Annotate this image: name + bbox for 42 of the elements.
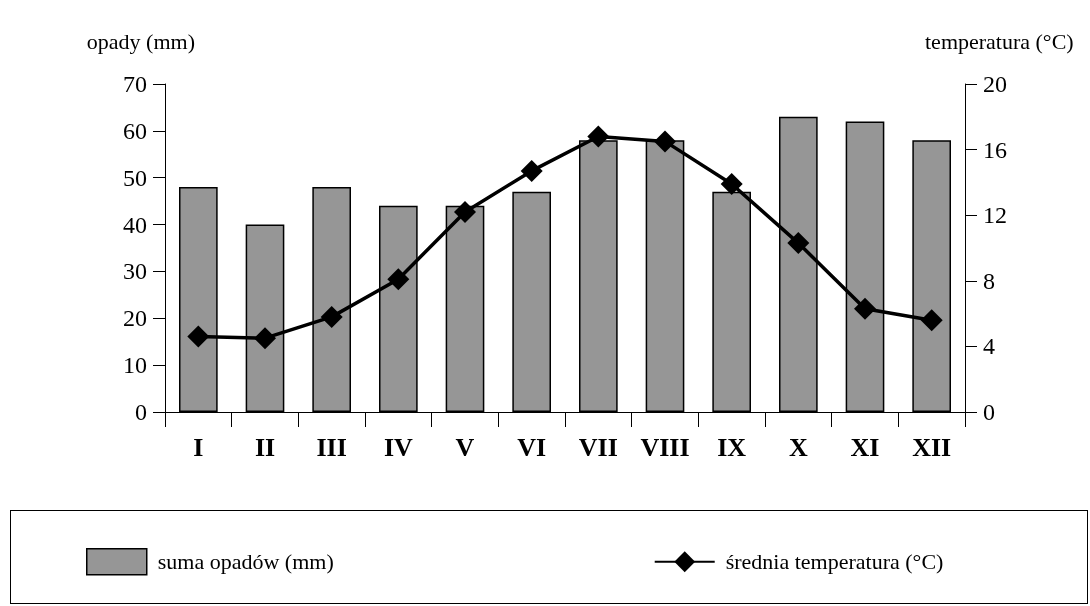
x-tick-label: V [455,432,475,462]
y-axis-title: opady (mm) [86,28,195,54]
y-tick-label: 20 [123,305,147,332]
point [787,232,810,255]
point [854,297,876,320]
point [920,309,943,332]
point [187,325,210,348]
x-tick-label: I [193,432,204,462]
y2-tick-label: 20 [983,71,1007,97]
point [520,159,543,182]
legend-label: średnia temperatura (°C) [725,549,944,575]
y2-tick-label: 12 [983,202,1007,229]
y2-axis-title: temperatura (°C) [925,28,1074,54]
point [654,130,676,153]
x-tick-label: XII [912,432,952,462]
point [454,200,476,223]
y2-tick-label: 0 [983,399,995,425]
y2-tick-label: 16 [983,136,1007,163]
x-tick-label: IX [717,432,747,462]
y-tick-label: 50 [123,164,147,191]
y2-tick-label: 4 [983,333,995,360]
y-tick-label: 70 [123,71,147,97]
x-tick-label: IV [383,432,413,462]
x-tick-label: X [788,432,808,462]
point [254,327,276,350]
x-tick-label: III [316,432,347,462]
y-tick-label: 0 [135,399,147,425]
point [387,268,410,291]
point [587,125,610,148]
legend-label: suma opadów (mm) [157,549,334,575]
x-tick-label: VIII [640,432,690,462]
y2-tick-label: 8 [983,267,995,294]
point [320,305,343,328]
x-tick-label: VI [517,432,547,462]
y-tick-label: 10 [123,352,147,379]
y-tick-label: 60 [123,117,147,144]
y-tick-label: 30 [123,258,147,285]
x-tick-label: II [254,432,276,462]
point [720,173,743,196]
y-tick-label: 40 [123,211,147,238]
x-tick-label: VII [578,432,618,462]
x-tick-label: XI [850,432,880,462]
